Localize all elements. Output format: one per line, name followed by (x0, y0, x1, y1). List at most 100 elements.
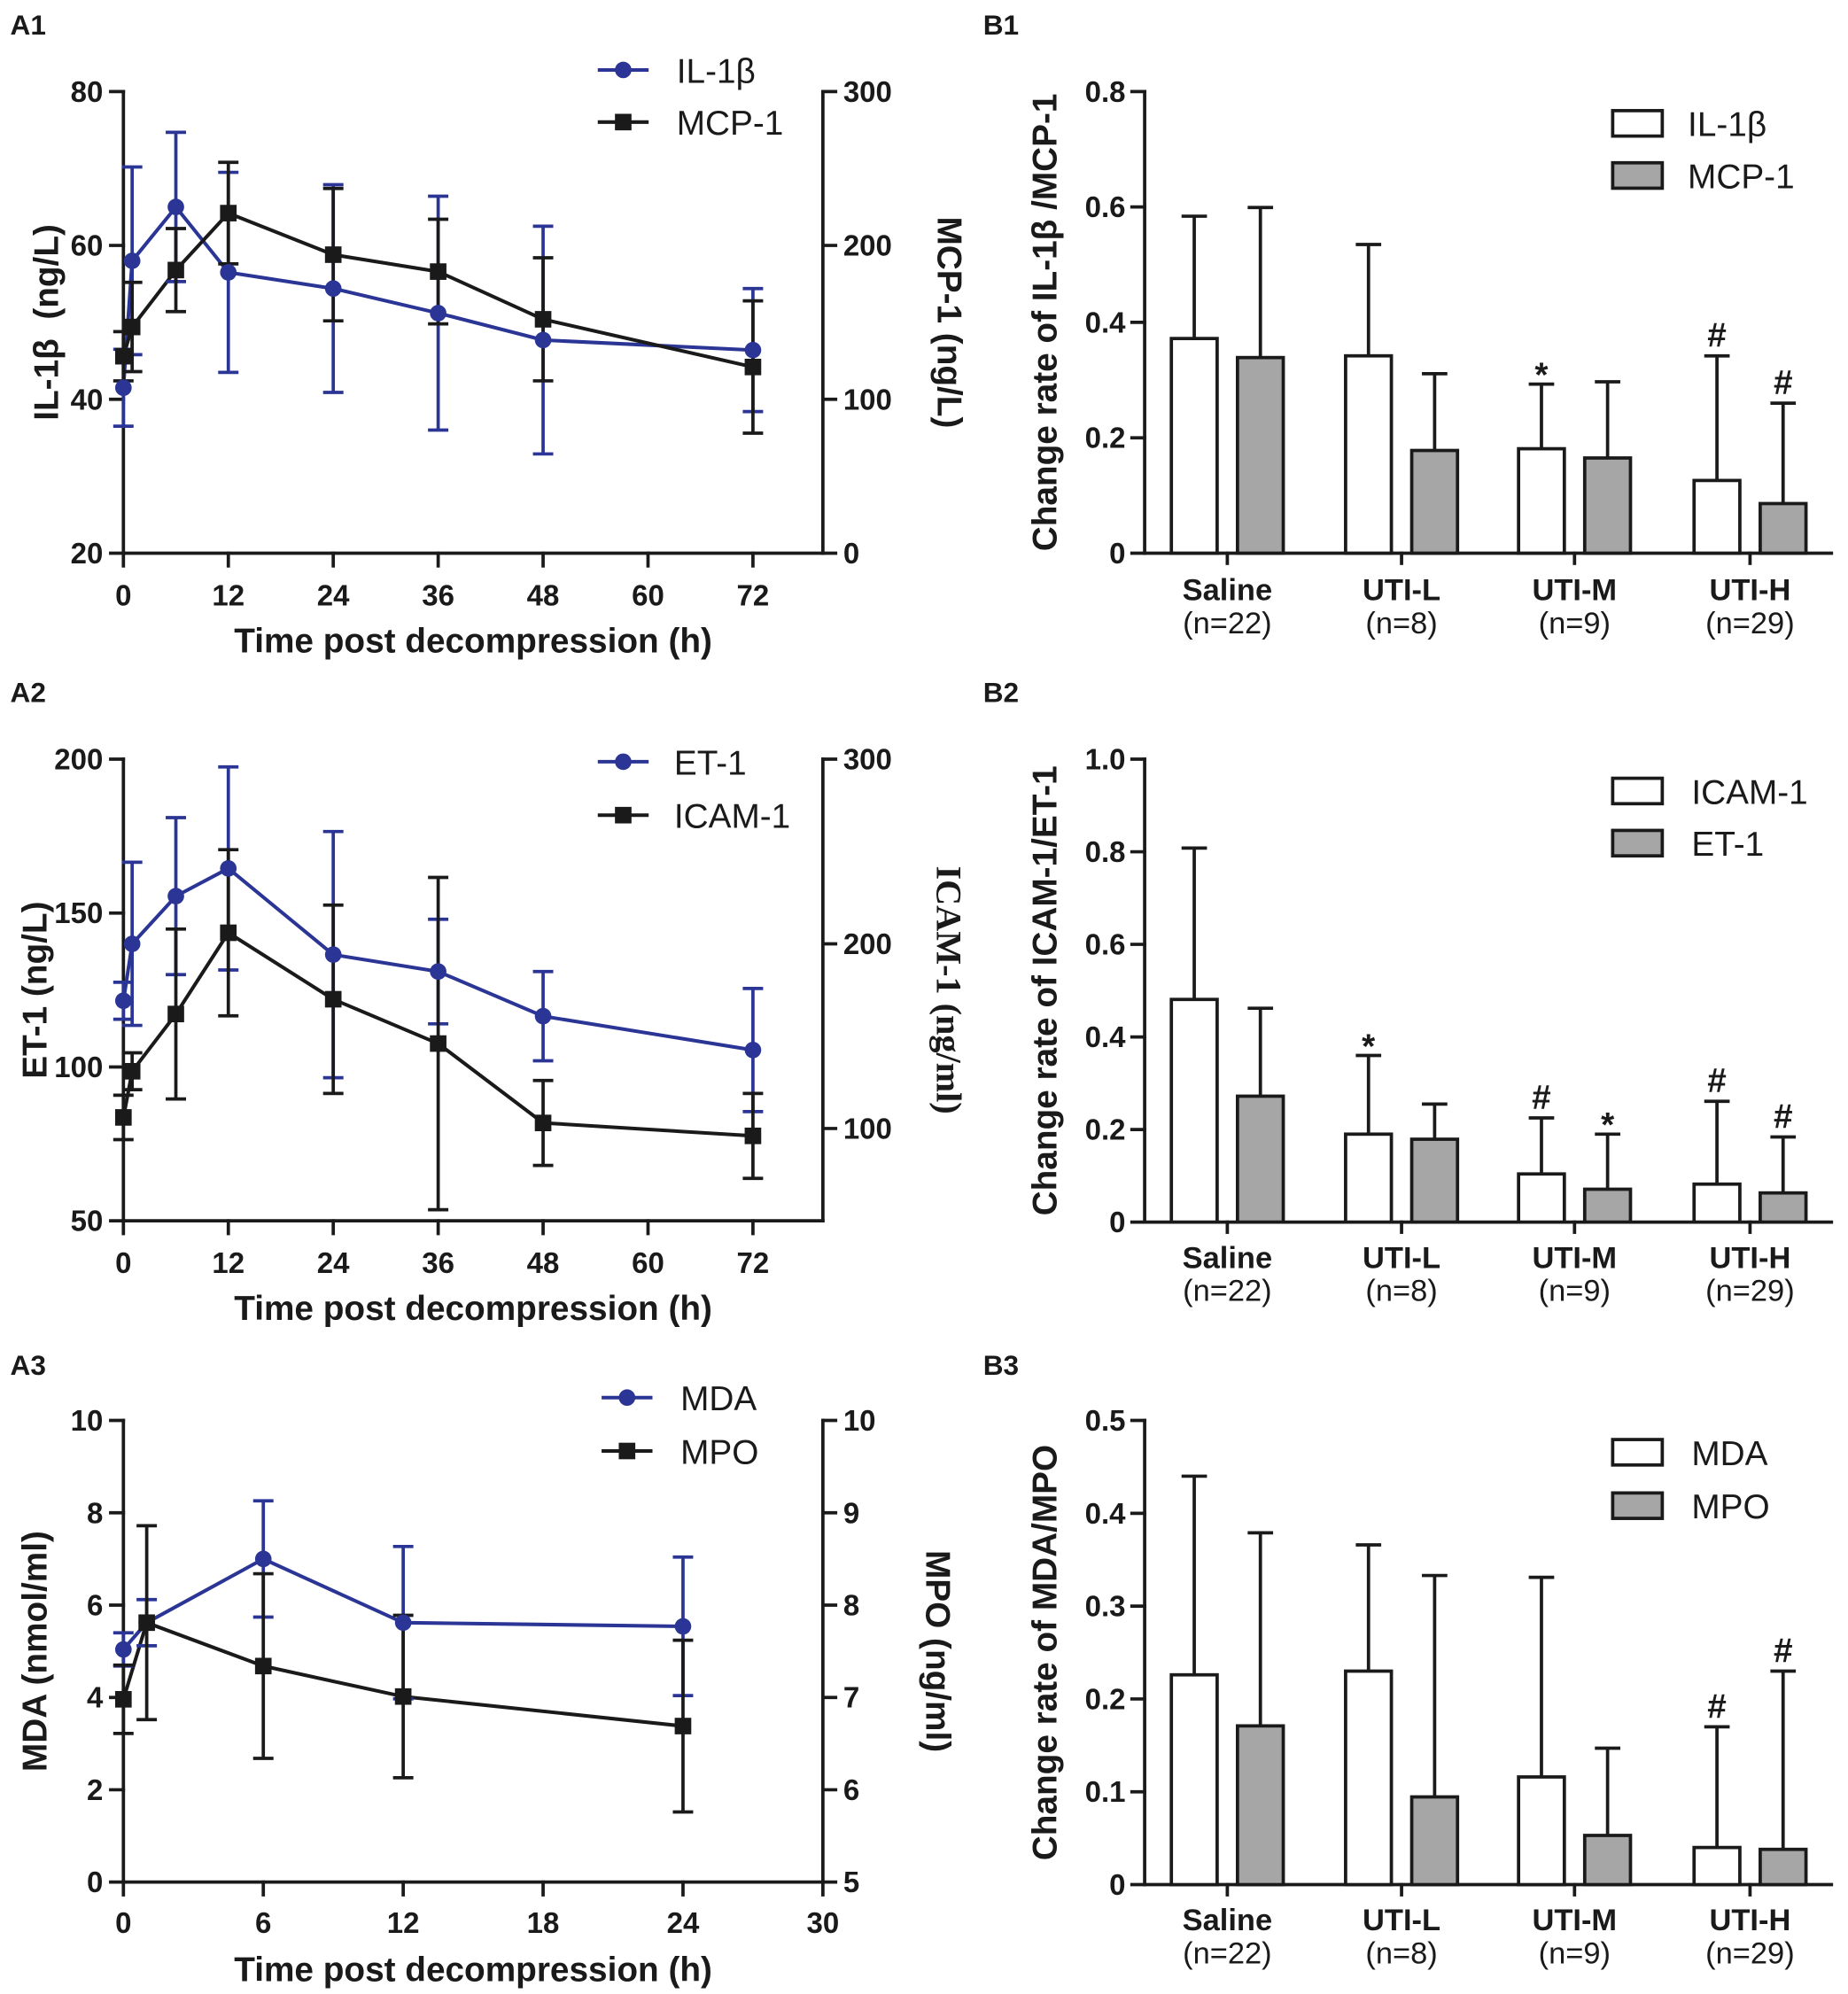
legend-entry-mda: MDA (602, 1380, 757, 1418)
data-point-icam-1 (744, 1127, 762, 1144)
category-label: UTI-L (1363, 574, 1440, 608)
x-axis-title: Time post decompression (h) (234, 622, 712, 660)
legend-entry-mcp-1: MCP-1 (597, 105, 784, 143)
legend-label: IL-1β (1688, 106, 1766, 144)
significance-mark: # (1707, 1688, 1727, 1726)
y-tick-label: 0.2 (1085, 422, 1126, 454)
x-tick-label: 24 (667, 1906, 700, 1939)
data-point-mda (394, 1614, 412, 1632)
legend-entry-mpo: MPO (1611, 1488, 1770, 1526)
category-label: Saline (1183, 1241, 1272, 1275)
bar-rect (1409, 1137, 1460, 1224)
data-point-icam-1 (220, 924, 237, 942)
bar-icam-1-saline (1169, 846, 1219, 1224)
y-tick-label: 0 (1109, 1206, 1125, 1238)
right-y-axis-title: MPO (ng/ml) (919, 1550, 957, 1752)
bar-mcp-1-uti-m (1582, 380, 1633, 555)
category-n-label: (n=9) (1539, 1937, 1611, 1971)
bar-rect (1692, 1182, 1742, 1224)
series-line-et-1 (121, 866, 754, 1052)
legend-label: ICAM-1 (1691, 773, 1807, 811)
data-point-mpo (138, 1614, 155, 1632)
bar-mcp-1-uti-h (1759, 401, 1808, 555)
category-n-label: (n=8) (1365, 607, 1437, 640)
panel-B2-bar-chart: B2 0 0.2 0.4 0.6 0.8 1.0 Change rate of ICAM-1/… (983, 676, 1834, 1308)
panel-label: B3 (983, 1349, 1019, 1381)
data-point-icam-1 (167, 1005, 184, 1023)
legend-label: IL-1β (677, 52, 756, 90)
data-point-il-1beta (167, 198, 184, 215)
left-y-tick-label: 100 (54, 1051, 103, 1083)
x-tick-label: 36 (422, 1246, 454, 1279)
x-tick-label: 12 (212, 1246, 245, 1279)
y-tick-label: 0 (1109, 537, 1125, 570)
bar-mpo-saline (1236, 1531, 1285, 1887)
bar-rect (1517, 1172, 1566, 1224)
right-y-axis-title: MCP-1 (ng/L) (929, 216, 967, 428)
left-y-tick-label: 10 (71, 1404, 104, 1437)
y-tick-label: 0.8 (1085, 75, 1126, 108)
right-y-tick-label: 100 (843, 383, 892, 415)
data-point-et-1 (114, 992, 132, 1010)
bar-rect (1759, 501, 1808, 555)
data-point-il-1beta (430, 305, 446, 322)
data-point-mpo (674, 1718, 692, 1734)
bar-rect (1236, 1094, 1285, 1224)
bar-rect (1692, 1845, 1742, 1887)
y-tick-label: 0.4 (1085, 1497, 1127, 1530)
right-y-tick-label: 10 (843, 1404, 876, 1437)
x-axis-title: Time post decompression (h) (234, 1290, 712, 1328)
legend-entry-il-1beta: IL-1β (1611, 106, 1766, 144)
right-y-tick-label: 8 (843, 1588, 859, 1621)
significance-mark: * (1534, 356, 1549, 394)
bar-et-1-uti-l (1409, 1102, 1460, 1224)
category-n-label: (n=29) (1705, 1937, 1795, 1971)
panel-label: A3 (11, 1349, 46, 1381)
y-tick-label: 0.2 (1085, 1682, 1126, 1715)
bar-rect (1517, 1775, 1566, 1887)
y-tick-label: 0.4 (1085, 306, 1127, 338)
category-n-label: (n=29) (1705, 1275, 1795, 1308)
bar-rect (1582, 456, 1633, 555)
x-tick-label: 0 (115, 1906, 131, 1939)
bar-rect (1759, 1191, 1808, 1224)
left-y-tick-label: 2 (87, 1773, 103, 1806)
panel-label: A2 (11, 676, 46, 708)
y-tick-label: 0.8 (1085, 835, 1126, 868)
data-point-mda (254, 1550, 272, 1568)
data-point-mda (114, 1641, 132, 1658)
legend-label: ICAM-1 (674, 798, 790, 836)
category-n-label: (n=22) (1183, 1275, 1272, 1308)
bar-mcp-1-saline (1236, 206, 1285, 555)
y-tick-label: 0 (1109, 1868, 1125, 1901)
y-axis-title: Change rate of IL-1β /MCP-1 (1027, 94, 1065, 552)
left-y-axis-title: ET-1 (ng/L) (17, 902, 55, 1079)
data-point-il-1beta (534, 331, 552, 349)
category-n-label: (n=9) (1539, 1275, 1611, 1308)
y-tick-label: 0.2 (1085, 1113, 1126, 1146)
legend-label: ET-1 (674, 744, 747, 782)
legend-entry-icam-1: ICAM-1 (597, 798, 790, 836)
data-point-mcp-1 (114, 347, 132, 365)
data-point-mcp-1 (324, 246, 342, 263)
data-point-il-1beta (744, 341, 762, 359)
category-label: UTI-L (1363, 1241, 1440, 1275)
bar-il-1beta-saline (1169, 214, 1219, 555)
bar-rect (1582, 1187, 1633, 1224)
bar-et-1-uti-h (1759, 1135, 1808, 1224)
left-y-tick-label: 8 (87, 1496, 103, 1529)
left-y-tick-label: 20 (71, 537, 104, 570)
significance-mark: # (1707, 1062, 1727, 1100)
category-label: UTI-M (1532, 574, 1617, 608)
left-y-tick-label: 200 (54, 743, 103, 776)
x-axis-title: Time post decompression (h) (234, 1951, 712, 1990)
legend-label: MCP-1 (677, 105, 784, 143)
left-y-tick-label: 4 (87, 1681, 104, 1714)
x-tick-label: 60 (632, 1246, 664, 1279)
bar-il-1beta-uti-h (1692, 353, 1742, 555)
category-label: UTI-H (1710, 574, 1791, 608)
right-y-tick-label: 200 (843, 229, 892, 262)
significance-mark: # (1532, 1079, 1551, 1117)
legend-entry-icam-1: ICAM-1 (1611, 773, 1808, 811)
